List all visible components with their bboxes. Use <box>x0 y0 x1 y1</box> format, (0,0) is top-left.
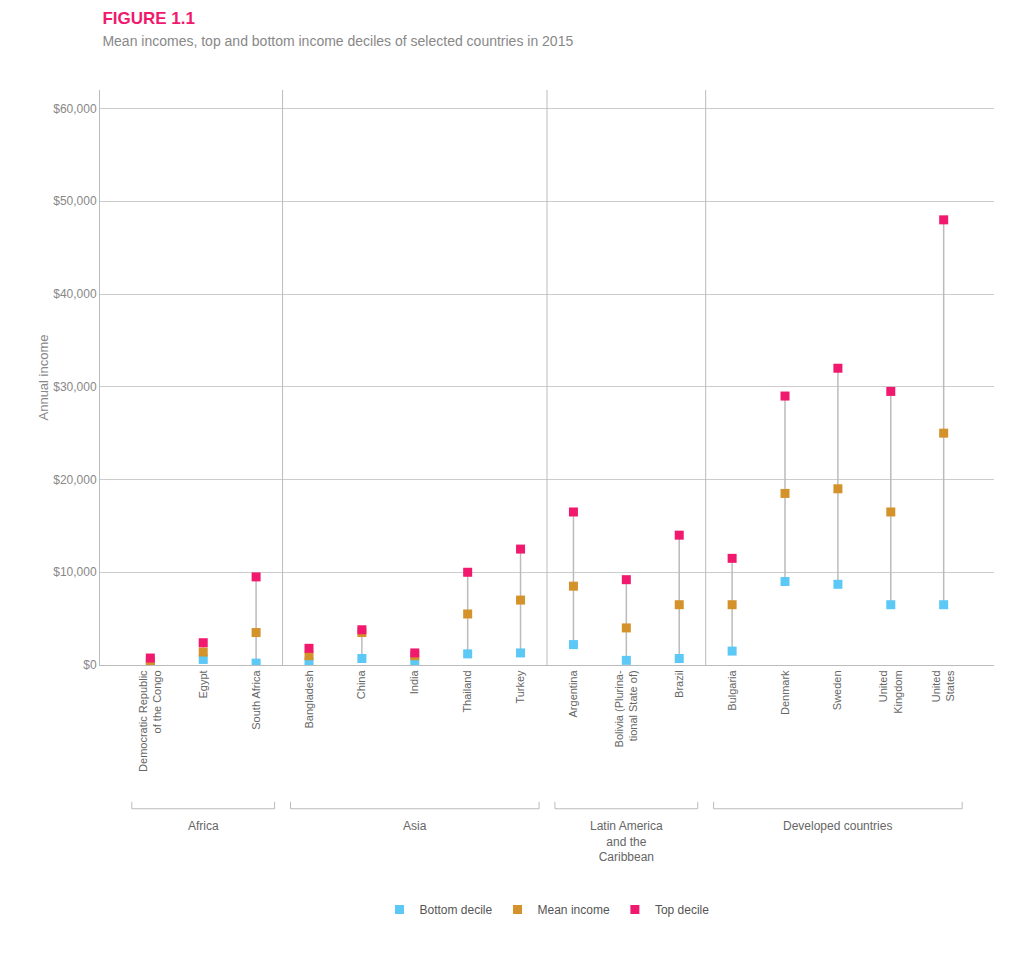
svg-text:$0: $0 <box>83 658 97 672</box>
svg-text:UnitedStates: UnitedStates <box>930 670 956 702</box>
svg-text:Brazil: Brazil <box>673 670 685 698</box>
svg-text:China: China <box>355 670 367 700</box>
svg-text:Bolivia (Plurina-tional State: Bolivia (Plurina-tional State of) <box>613 670 639 747</box>
svg-text:Bangladesh: Bangladesh <box>303 670 315 728</box>
svg-text:FIGURE 1.1Mean incomes, top an: FIGURE 1.1Mean incomes, top and bottom i… <box>102 9 573 49</box>
svg-text:Egypt: Egypt <box>197 670 209 698</box>
svg-text:Bulgaria: Bulgaria <box>726 670 738 711</box>
svg-text:$30,000: $30,000 <box>53 380 97 394</box>
svg-text:Asia: Asia <box>403 819 427 833</box>
svg-text:Sweden: Sweden <box>831 670 843 710</box>
svg-text:Turkey: Turkey <box>514 670 526 704</box>
svg-text:$60,000: $60,000 <box>53 102 97 116</box>
svg-text:Democratic Republicof the Cong: Democratic Republicof the Congo <box>137 670 163 772</box>
svg-text:Thailand: Thailand <box>461 670 473 712</box>
svg-text:$50,000: $50,000 <box>53 194 97 208</box>
svg-text:Bottom decile: Bottom decile <box>420 903 493 917</box>
svg-text:Denmark: Denmark <box>779 670 791 715</box>
svg-text:Mean income: Mean income <box>538 903 610 917</box>
svg-text:$20,000: $20,000 <box>53 473 97 487</box>
svg-text:Annual income: Annual income <box>36 335 51 421</box>
svg-text:Argentina: Argentina <box>567 670 579 718</box>
svg-text:India: India <box>408 670 420 695</box>
svg-text:South Africa: South Africa <box>250 670 262 730</box>
svg-text:Developed countries: Developed countries <box>783 819 892 833</box>
svg-text:Latin Americaand theCaribbean: Latin Americaand theCaribbean <box>590 819 663 864</box>
svg-text:$40,000: $40,000 <box>53 287 97 301</box>
svg-text:Africa: Africa <box>188 819 219 833</box>
svg-text:$10,000: $10,000 <box>53 565 97 579</box>
svg-text:Top decile: Top decile <box>655 903 709 917</box>
svg-text:UnitedKingdom: UnitedKingdom <box>877 670 903 713</box>
